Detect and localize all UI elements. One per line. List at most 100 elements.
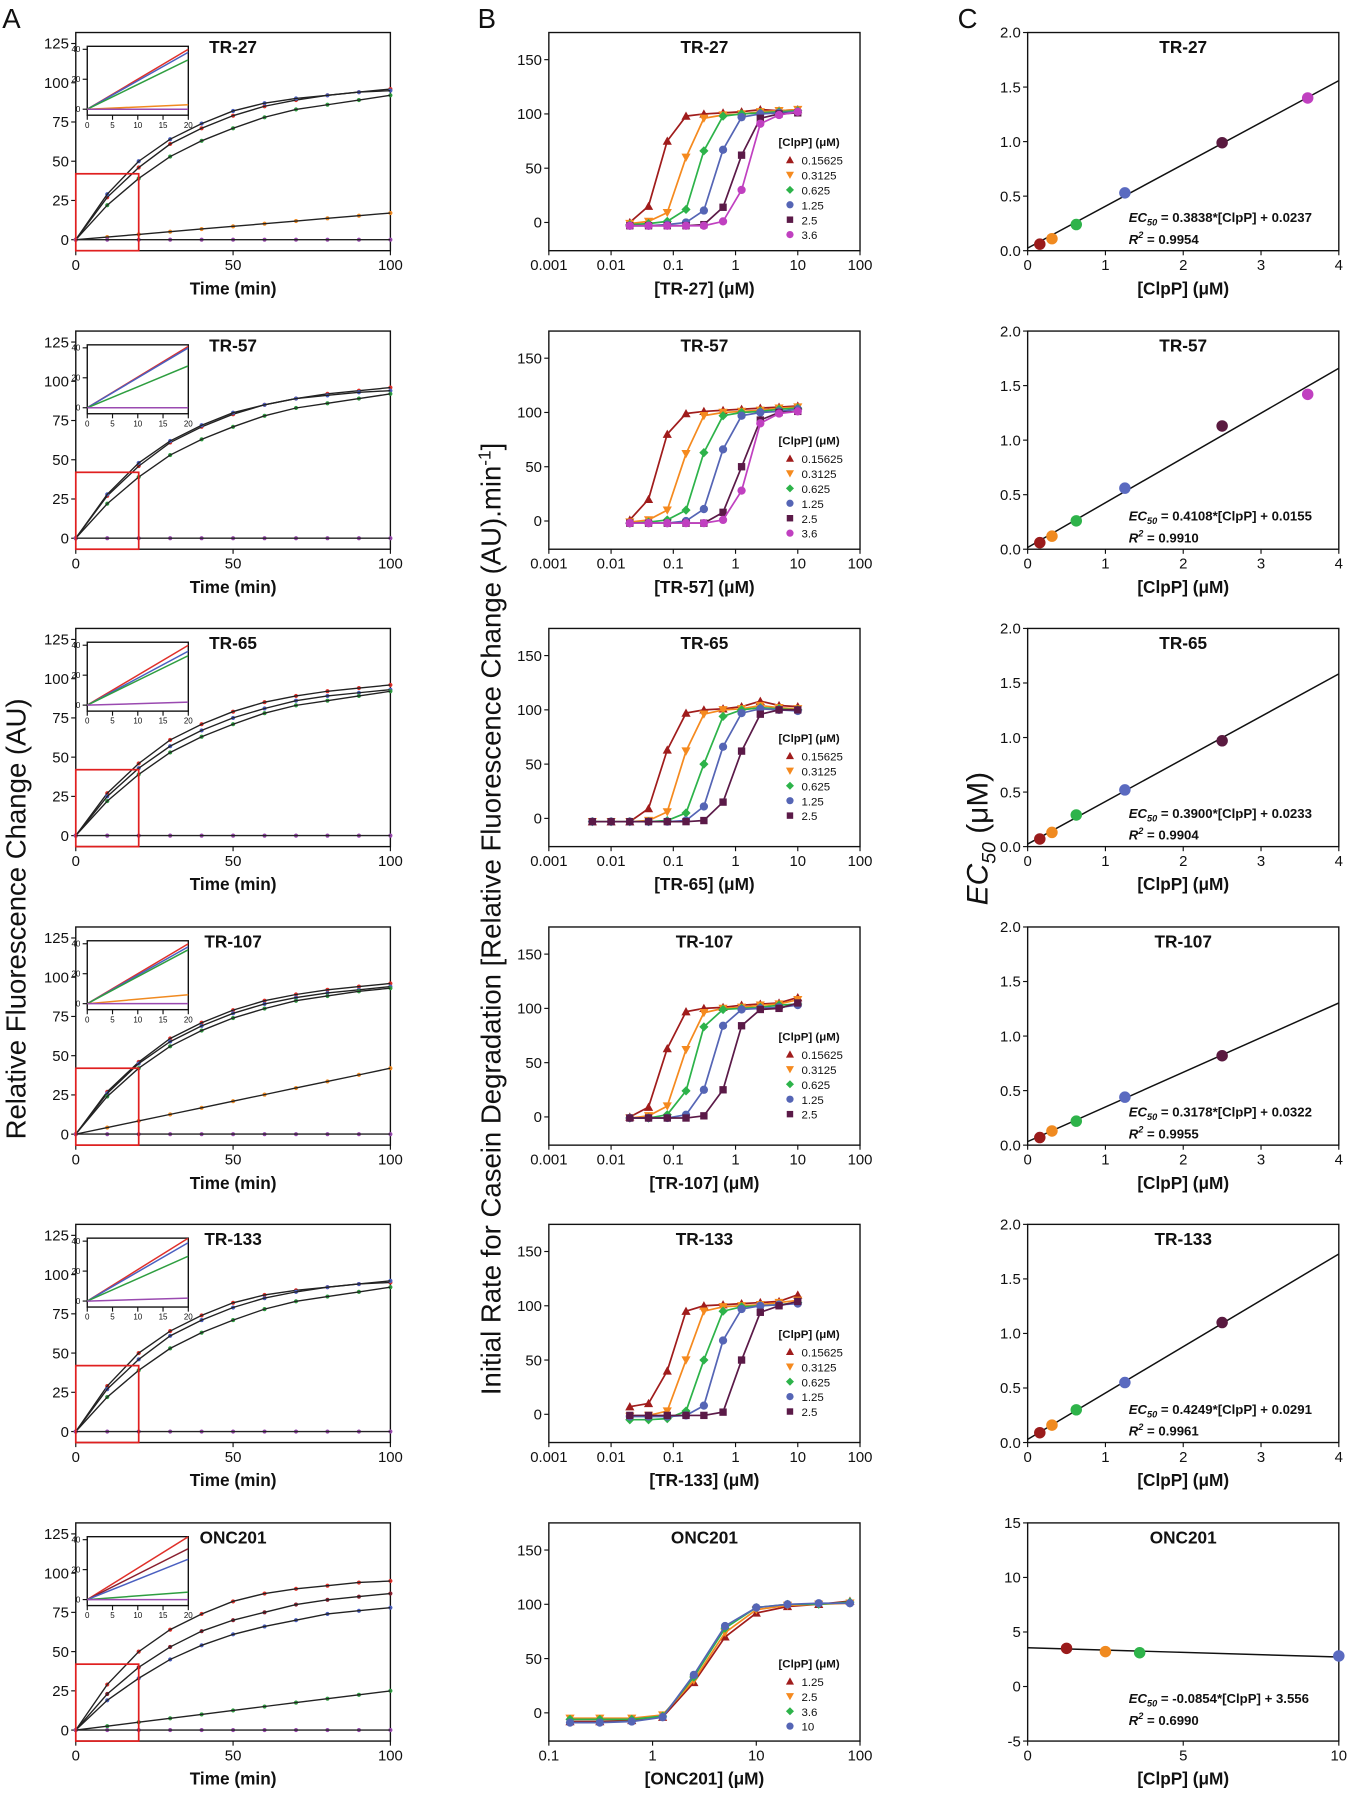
legend-label: 3.6 [801,1707,817,1719]
legend-label: 0.625 [801,484,830,496]
data-point [1070,1404,1083,1416]
x-tick-label: 10 [789,853,806,870]
x-tick-label: 100 [848,556,873,573]
data-point [681,450,691,459]
x-tick-label: 2 [1179,257,1187,274]
fit-line [75,94,391,241]
equation-part: = 0.3178*[ClpP] + 0.0322 [1157,1104,1312,1119]
data-point [783,1600,792,1609]
data-point [699,519,709,528]
fit-line [569,1602,850,1724]
y-tick-label: 40 [71,641,80,650]
data-point [1099,1645,1112,1658]
data-point [719,1408,727,1416]
data-point [718,515,728,525]
chart: 0 50 100 150 0.001 0.01 0.1 1 10 100 TR-65 [TR-65] … [517,627,872,894]
y-tick-label: 25 [52,491,69,508]
y-tick-label: 0 [76,999,81,1008]
data-point [775,1004,783,1013]
legend-label: 0.3125 [801,1362,836,1374]
data-point [1216,420,1228,432]
fit-line [75,1592,391,1731]
x-axis-label: [TR-107] (μM) [649,1173,759,1193]
y-tick-label: 1.0 [1000,1028,1021,1045]
data-point [718,145,728,154]
y-tick-label: 5 [1012,1624,1020,1641]
equation-part: 2 [1137,529,1143,539]
y-tick-label: 0 [1012,1679,1020,1696]
data-point [388,536,393,541]
data-point [1046,1125,1058,1137]
y-tick-label: 0.5 [1000,487,1021,504]
data-point [388,1278,393,1283]
data-point [699,146,709,156]
x-axis-label: [ClpP] (μM) [1137,1173,1229,1193]
x-tick-label: 0 [85,717,90,726]
x-tick-label: 10 [133,717,142,726]
y-axis-label-sup: -1 [474,450,494,465]
data-point [699,1307,709,1316]
equation-part: = 0.3838*[ClpP] + 0.0237 [1157,210,1312,225]
chart-title: TR-107 [204,932,261,952]
legend-label: 0.15625 [801,454,842,466]
legend-label: 0.15625 [801,1347,842,1359]
data-point [643,804,654,813]
y-tick-label: 2.0 [1000,1217,1021,1234]
x-axis-label: [TR-27] (μM) [654,278,754,298]
x-tick-label: 0.1 [663,853,684,870]
fit-line [592,700,798,823]
data-point [681,408,691,418]
x-tick-label: 0.001 [530,257,567,274]
data-point [845,1599,855,1608]
y-tick-label: 0 [534,1109,542,1126]
equation-part: R [1129,1424,1139,1439]
legend-label: 10 [801,1722,814,1734]
y-tick-label: 40 [71,940,80,949]
data-point [699,1085,709,1094]
y-tick-label: 20 [71,1267,80,1276]
legend-marker [786,529,794,537]
legend-label: 2.5 [801,811,817,823]
y-tick-label: 0.0 [1000,839,1021,856]
data-point [752,1603,761,1612]
x-tick-label: 5 [110,419,115,428]
x-tick-label: 0.001 [530,853,567,870]
y-axis-label-part: ] [476,443,507,451]
x-tick-label: 20 [184,717,193,726]
data-point [388,93,393,98]
x-tick-label: 0 [1024,1748,1032,1765]
x-tick-label: 1 [1101,1449,1109,1466]
data-point [1034,833,1046,845]
data-point [662,1407,672,1416]
x-tick-label: 20 [184,1313,193,1322]
inset-line [87,993,189,1005]
data-point [643,201,654,210]
plot-frame [548,926,861,1146]
x-tick-label: 20 [184,121,193,130]
chart: 0 25 50 75 100 125 0 50 100 TR-27 Time (min) 0 20 40 0… [44,31,403,298]
x-tick-label: 4 [1335,556,1343,573]
fit-line [629,1301,798,1421]
data-point [643,1102,654,1111]
x-axis-label: Time (min) [190,1470,277,1490]
legend-marker [785,751,794,760]
y-tick-label: 0 [76,701,81,710]
x-tick-label: 3 [1257,556,1265,573]
y-tick-label: 2.0 [1000,621,1021,638]
x-tick-label: 0.1 [663,1152,684,1169]
y-tick-label: 15 [1004,1515,1021,1532]
chart: 0 25 50 75 100 125 0 50 100 TR-65 Time (min) 0 20 40 0… [44,627,403,894]
data-point [775,706,783,714]
legend-marker [785,1050,794,1058]
x-tick-label: 0 [72,257,80,274]
legend-marker [785,1347,794,1356]
x-tick-label: 0 [1024,257,1032,274]
data-point [756,710,764,718]
data-point [662,1102,672,1111]
legend-label: 0.3125 [801,766,836,778]
y-tick-label: 0 [534,215,542,232]
x-tick-label: 10 [748,1748,765,1765]
chart-title: TR-107 [676,932,733,952]
